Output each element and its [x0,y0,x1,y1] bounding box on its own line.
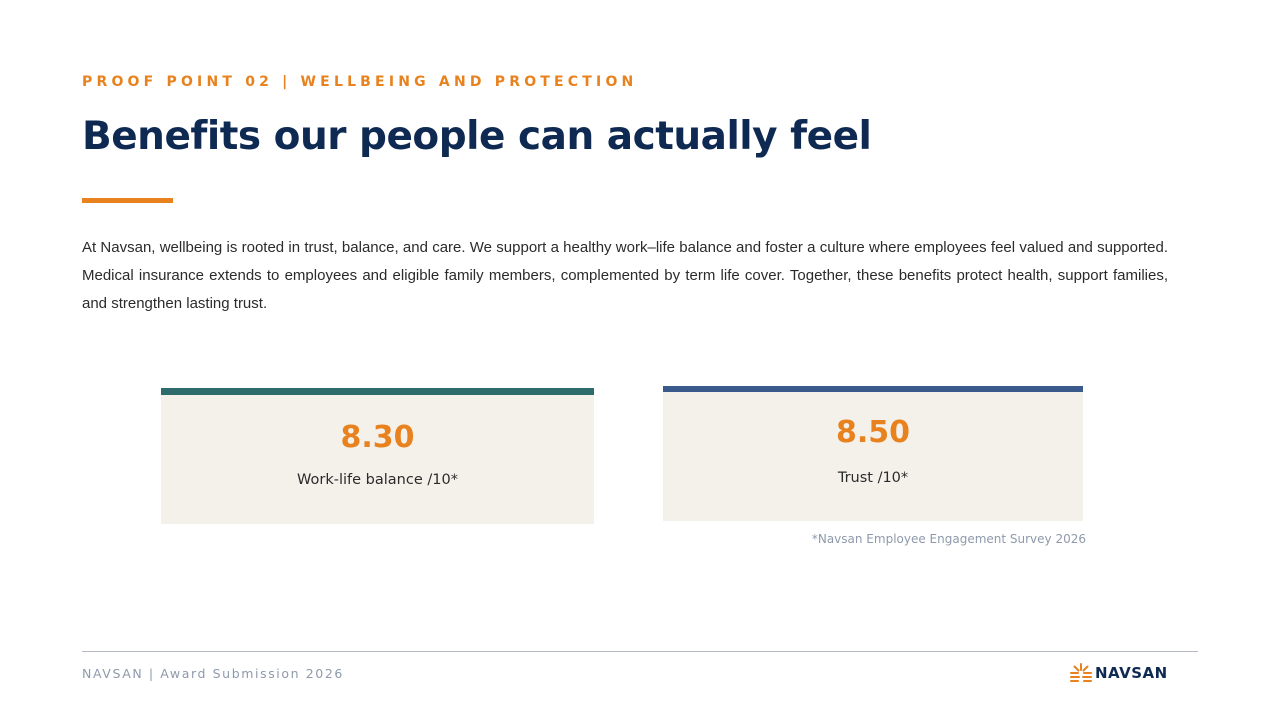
logo-wordmark: NAVSAN [1095,664,1168,682]
footer-divider [82,651,1198,652]
eyebrow-label: PROOF POINT 02 | WELLBEING AND PROTECTIO… [82,74,638,90]
metric-card-work-life-balance: 8.30 Work-life balance /10* [161,388,594,524]
survey-footnote: *Navsan Employee Engagement Survey 2026 [811,532,1086,546]
metric-label: Trust /10* [837,470,909,486]
sunburst-logo-icon [1070,662,1092,684]
navsan-logo: NAVSAN [1070,661,1168,685]
title-underline [82,198,173,203]
metric-value: 8.50 [835,415,911,450]
intro-paragraph: At Navsan, wellbeing is rooted in trust,… [82,239,1168,312]
metric-card-trust: 8.50 Trust /10* [663,386,1083,521]
metric-card-accent-bar [161,388,594,395]
footer-text: NAVSAN | Award Submission 2026 [82,666,344,681]
metric-value: 8.30 [340,420,415,455]
page-title: Benefits our people can actually feel [82,114,872,159]
metric-card-accent-bar [663,386,1083,392]
metric-label: Work-life balance /10* [297,472,458,488]
